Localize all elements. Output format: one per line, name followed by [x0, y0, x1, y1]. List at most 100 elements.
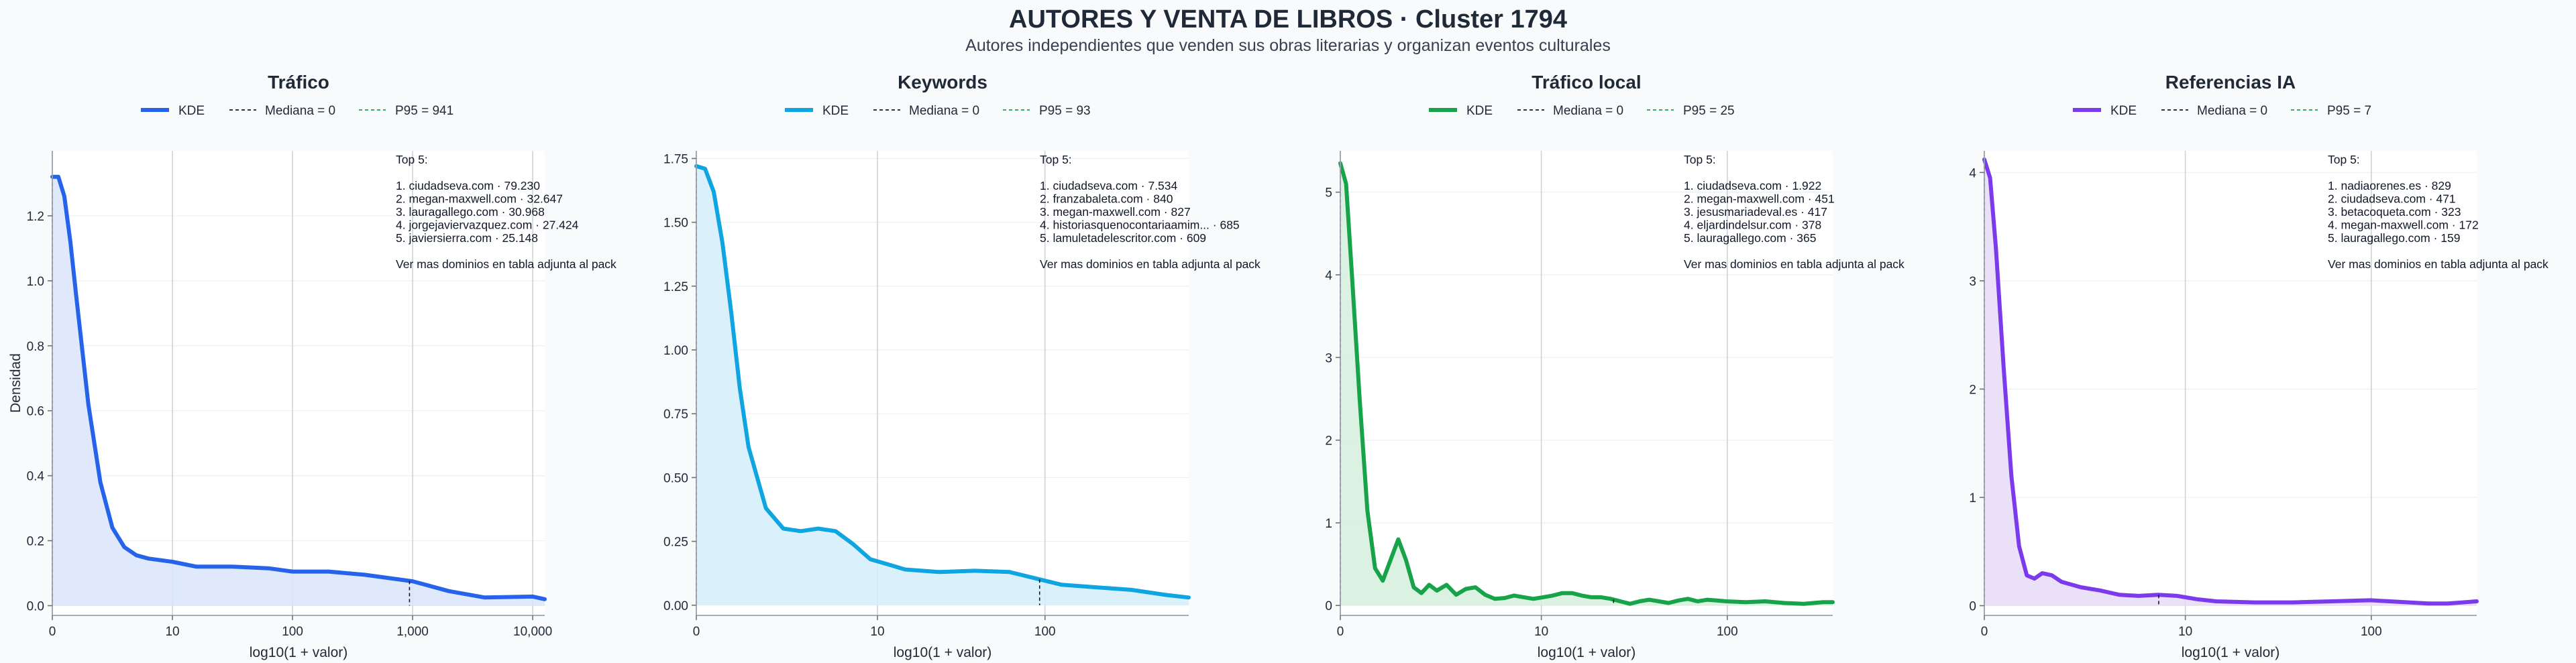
panel-title: Keywords	[898, 72, 987, 93]
annotation-item: 2. megan-maxwell.com · 32.647	[396, 192, 563, 206]
annotation-item: 2. ciudadseva.com · 471	[2328, 192, 2456, 206]
page-title: AUTORES Y VENTA DE LIBROS · Cluster 1794	[1009, 5, 1567, 34]
y-tick-label: 3	[1325, 351, 1332, 365]
x-tick-label: 0	[1337, 625, 1344, 639]
y-tick-label: 1.2	[27, 210, 44, 224]
legend-kde-label: KDE	[2110, 104, 2137, 118]
y-tick-label: 0.4	[27, 470, 45, 484]
annotation-footer: Ver mas dominios en tabla adjunta al pac…	[1684, 257, 1904, 271]
annotation-item: 4. megan-maxwell.com · 172	[2328, 219, 2479, 232]
y-tick-label: 1.50	[663, 217, 688, 231]
x-tick-label: 100	[282, 625, 303, 639]
legend-median-label: Mediana = 0	[2197, 104, 2267, 118]
y-tick-label: 0	[1325, 599, 1332, 613]
y-tick-label: 0.2	[27, 535, 44, 549]
legend-p95-label: P95 = 93	[1039, 104, 1091, 118]
y-tick-label: 0.25	[663, 536, 688, 550]
y-tick-label: 1.0	[27, 275, 44, 289]
chart-panel-keywords: 0.00 0.25 0.50 0.75 1.00 1.25 1.50 1.75 0 10 100 lo…	[663, 72, 1260, 660]
annotation-item: 5. javiersierra.com · 25.148	[396, 231, 538, 245]
legend-kde-label: KDE	[822, 104, 849, 118]
x-tick-label: 10	[2178, 625, 2192, 639]
annotation-item: 2. franzabaleta.com · 840	[1040, 192, 1173, 206]
legend-p95-label: P95 = 7	[2327, 104, 2371, 118]
x-tick-label: 100	[1717, 625, 1738, 639]
x-axis-label: log10(1 + valor)	[2182, 645, 2280, 660]
y-tick-label: 2	[1325, 434, 1332, 448]
annotation-item: 1. ciudadseva.com · 79.230	[396, 179, 540, 192]
y-tick-label: 0	[1969, 599, 1976, 613]
kde-area	[52, 176, 545, 606]
annotation-item: 5. lamuletadelescritor.com · 609	[1040, 231, 1206, 245]
kde-area	[696, 166, 1189, 605]
annotation-item: 3. jesusmariadeval.es · 417	[1684, 205, 1827, 219]
legend-median-label: Mediana = 0	[265, 104, 335, 118]
annotation-heading: Top 5:	[396, 153, 428, 166]
x-axis-label: log10(1 + valor)	[250, 645, 348, 660]
kde-line	[1982, 157, 2479, 606]
y-tick-label: 0.50	[663, 471, 688, 485]
y-tick-label: 1	[1325, 517, 1332, 531]
legend-median-label: Mediana = 0	[909, 104, 979, 118]
x-tick-label: 10,000	[513, 625, 552, 639]
panel-title: Tráfico	[268, 72, 329, 93]
annotation-item: 2. megan-maxwell.com · 451	[1684, 192, 1835, 206]
y-tick-label: 0.00	[663, 599, 688, 613]
x-tick-label: 10	[165, 625, 179, 639]
y-tick-label: 0.8	[27, 340, 44, 354]
annotation-item: 5. lauragallego.com · 159	[2328, 231, 2460, 245]
chart-panel-trafico-local: 0 1 2 3 4 5 0 10 100 log10(1 + valor) Tráfico loca…	[1325, 72, 1904, 660]
x-tick-label: 0	[49, 625, 56, 639]
legend: KDE Mediana = 0 P95 = 941	[141, 104, 453, 118]
annotation-item: 1. ciudadseva.com · 7.534	[1040, 179, 1178, 192]
panel-title: Tráfico local	[1532, 72, 1641, 93]
x-tick-label: 0	[693, 625, 700, 639]
y-tick-label: 5	[1325, 186, 1332, 200]
legend-p95-label: P95 = 25	[1683, 104, 1735, 118]
kde-line	[1338, 161, 1835, 606]
x-tick-label: 0	[1981, 625, 1988, 639]
annotation-item: 5. lauragallego.com · 365	[1684, 231, 1816, 245]
kde-line	[694, 164, 1191, 600]
annotation-item: 1. ciudadseva.com · 1.922	[1684, 179, 1821, 192]
y-tick-label: 1	[1969, 491, 1976, 505]
annotation-footer: Ver mas dominios en tabla adjunta al pac…	[396, 257, 616, 271]
y-tick-label: 3	[1969, 275, 1976, 289]
x-tick-label: 10	[870, 625, 884, 639]
annotation-footer: Ver mas dominios en tabla adjunta al pac…	[1040, 257, 1260, 271]
y-tick-label: 0.0	[27, 599, 44, 613]
panel-title: Referencias IA	[2165, 72, 2296, 93]
annotation-item: 3. megan-maxwell.com · 827	[1040, 205, 1191, 219]
legend-kde-label: KDE	[178, 104, 205, 118]
chart-panel-referencias-ia: 0 1 2 3 4 0 10 100 log10(1 + valor) Referencias I…	[1969, 72, 2548, 660]
legend: KDE Mediana = 0 P95 = 93	[785, 104, 1091, 118]
y-axis-label: Densidad	[8, 353, 23, 413]
x-axis-label: log10(1 + valor)	[894, 645, 992, 660]
legend: KDE Mediana = 0 P95 = 7	[2073, 104, 2371, 118]
x-tick-label: 1,000	[396, 625, 429, 639]
x-tick-label: 10	[1534, 625, 1548, 639]
annotation-item: 4. historiasquenocontariaamim... · 685	[1040, 219, 1240, 232]
y-tick-label: 2	[1969, 383, 1976, 397]
legend-kde-label: KDE	[1466, 104, 1493, 118]
annotation-heading: Top 5:	[1684, 153, 1716, 166]
y-tick-label: 1.75	[663, 152, 688, 166]
chart-panel-trafico: 0.0 0.2 0.4 0.6 0.8 1.0 1.2 0 10 100 1,000 10,000 lo…	[8, 72, 616, 660]
annotation-item: 4. eljardindelsur.com · 378	[1684, 219, 1821, 232]
page-subtitle: Autores independientes que venden sus ob…	[965, 36, 1611, 55]
y-tick-label: 1.00	[663, 344, 688, 358]
plot-area	[52, 151, 545, 615]
y-tick-label: 4	[1325, 269, 1332, 283]
legend: KDE Mediana = 0 P95 = 25	[1429, 104, 1735, 118]
x-tick-label: 100	[1034, 625, 1056, 639]
legend-median-label: Mediana = 0	[1553, 104, 1623, 118]
y-tick-label: 0.6	[27, 405, 44, 419]
kde-line	[50, 174, 547, 601]
annotation-heading: Top 5:	[1040, 153, 1072, 166]
annotation-item: 4. jorgejaviervazquez.com · 27.424	[396, 219, 579, 232]
y-tick-label: 4	[1969, 166, 1976, 180]
y-tick-label: 0.75	[663, 408, 688, 422]
x-axis-label: log10(1 + valor)	[1538, 645, 1636, 660]
annotation-item: 1. nadiaorenes.es · 829	[2328, 179, 2451, 192]
x-tick-label: 100	[2361, 625, 2382, 639]
